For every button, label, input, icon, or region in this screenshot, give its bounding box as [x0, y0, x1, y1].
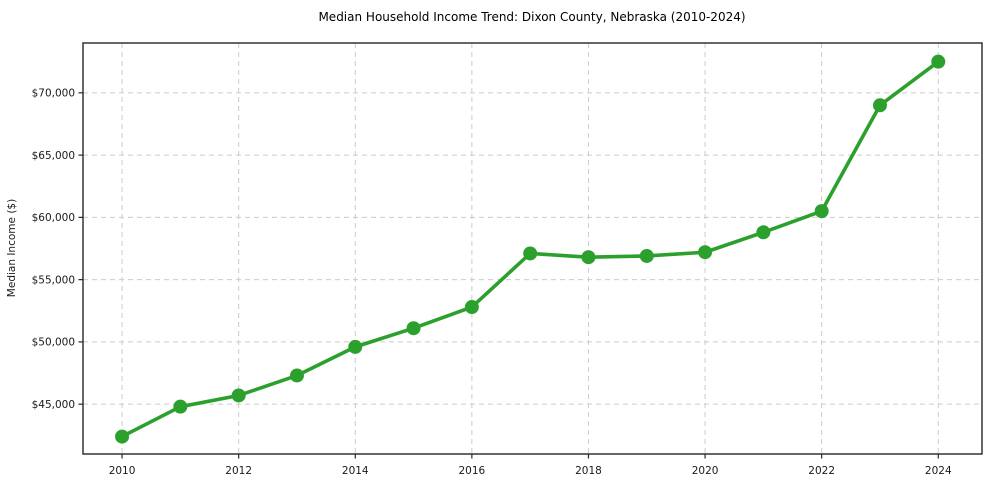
chart-title: Median Household Income Trend: Dixon Cou… — [318, 10, 745, 24]
data-point-2016 — [464, 300, 479, 315]
x-tick-label: 2010 — [109, 465, 136, 477]
y-tick-label: $45,000 — [32, 399, 75, 411]
data-point-2018 — [581, 250, 596, 265]
x-tick-label: 2016 — [458, 465, 485, 477]
y-tick-label: $60,000 — [32, 212, 75, 224]
data-point-2014 — [348, 339, 363, 354]
data-point-2021 — [756, 225, 771, 240]
x-tick-label: 2018 — [575, 465, 602, 477]
plot-area: $45,000 $50,000 $55,000 $60,000 $65,000 $70,0… — [32, 42, 983, 477]
x-tick-label: 2012 — [225, 465, 252, 477]
data-point-2022 — [814, 204, 829, 219]
data-point-2020 — [698, 245, 713, 260]
data-point-2012 — [231, 388, 246, 403]
y-axis-label: Median Income ($) — [6, 199, 18, 297]
x-tick-label: 2022 — [808, 465, 835, 477]
data-point-2024 — [931, 54, 946, 69]
data-point-2017 — [523, 246, 538, 261]
x-tick-label: 2024 — [925, 465, 952, 477]
data-point-2010 — [115, 429, 130, 444]
data-point-2013 — [289, 368, 304, 383]
x-tick-label: 2020 — [692, 465, 719, 477]
y-tick-label: $55,000 — [32, 274, 75, 286]
x-tick-label: 2014 — [342, 465, 369, 477]
plot-border — [82, 42, 983, 455]
data-point-2015 — [406, 321, 421, 336]
data-point-2011 — [173, 399, 188, 414]
y-tick-label: $50,000 — [32, 337, 75, 349]
data-point-2019 — [639, 248, 654, 263]
data-point-2023 — [872, 98, 887, 113]
y-tick-label: $70,000 — [32, 88, 75, 100]
y-tick-label: $65,000 — [32, 150, 75, 162]
